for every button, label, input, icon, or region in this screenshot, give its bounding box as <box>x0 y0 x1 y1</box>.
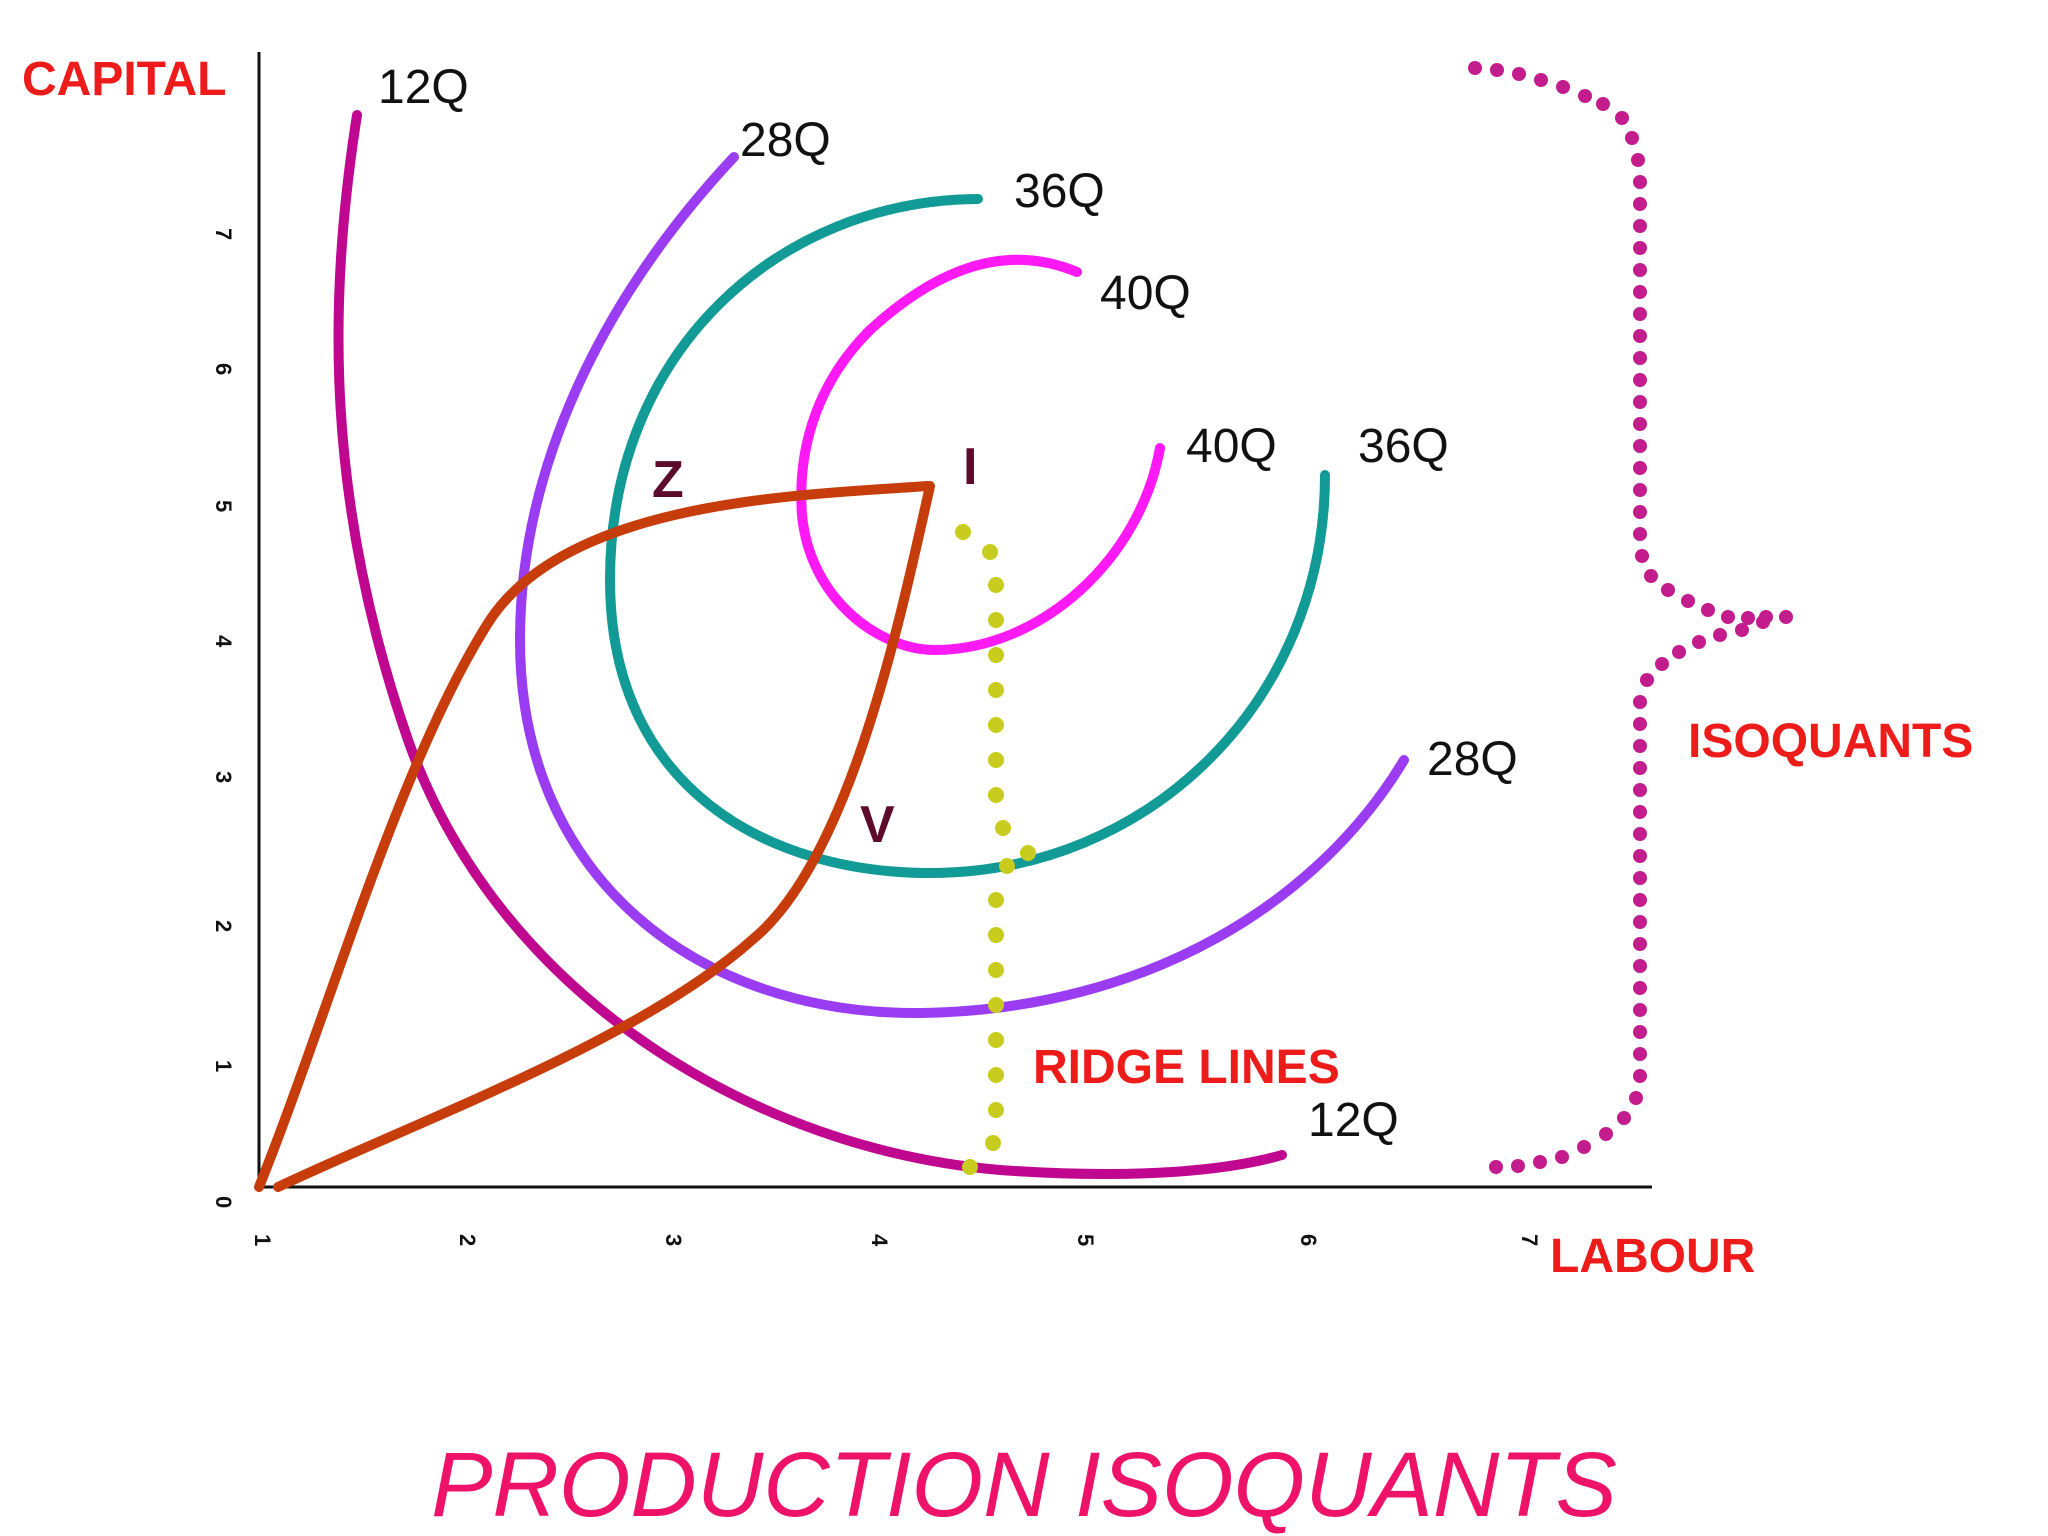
ridge-line-lower <box>273 481 935 1192</box>
isoquant-12q <box>333 110 1287 1180</box>
label-28q-bottom: 28Q <box>1427 733 1518 786</box>
x-tick-label: 6 <box>1296 1234 1321 1246</box>
isoquant-40q <box>796 254 1165 656</box>
x-tick-labels: 1 2 3 4 5 6 7 <box>250 1234 1542 1247</box>
point-label-i: I <box>963 438 977 496</box>
y-tick-labels: 0 1 2 3 4 5 6 7 <box>211 228 236 1208</box>
x-tick-label: 1 <box>250 1234 275 1246</box>
y-axis-title: CAPITAL <box>22 53 226 106</box>
label-36q-top: 36Q <box>1014 165 1105 218</box>
y-tick-label: 5 <box>211 500 236 512</box>
y-tick-label: 7 <box>211 228 236 240</box>
label-36q-bottom: 36Q <box>1358 420 1449 473</box>
y-tick-label: 3 <box>211 771 236 783</box>
isoquants-label: ISOQUANTS <box>1688 715 1973 768</box>
y-tick-label: 4 <box>211 635 236 648</box>
ridge-lines-label: RIDGE LINES <box>1033 1041 1340 1094</box>
label-12q-bottom: 12Q <box>1308 1094 1399 1147</box>
label-12q-top: 12Q <box>378 61 469 114</box>
x-tick-label: 3 <box>661 1234 686 1246</box>
y-tick-label: 6 <box>211 363 236 375</box>
ridge-dots <box>955 524 1036 1175</box>
x-tick-label: 5 <box>1073 1234 1098 1246</box>
main-title: PRODUCTION ISOQUANTS <box>431 1434 1617 1536</box>
x-tick-label: 7 <box>1517 1234 1542 1246</box>
label-28q-top: 28Q <box>740 114 831 167</box>
isoquant-28q <box>514 152 1409 1019</box>
ridge-line-upper <box>254 481 933 1192</box>
point-label-z: Z <box>652 451 684 509</box>
isoquants-brace <box>1468 61 1793 1174</box>
label-40q-top: 40Q <box>1100 267 1191 320</box>
isoquant-36q <box>604 194 1330 879</box>
x-tick-label: 4 <box>867 1234 892 1247</box>
label-40q-bottom: 40Q <box>1186 420 1277 473</box>
x-axis-title: LABOUR <box>1550 1230 1755 1283</box>
point-label-v: V <box>860 796 895 854</box>
y-tick-label: 1 <box>211 1060 236 1072</box>
y-tick-label: 0 <box>211 1196 236 1208</box>
y-tick-label: 2 <box>211 920 236 932</box>
x-tick-label: 2 <box>455 1234 480 1246</box>
